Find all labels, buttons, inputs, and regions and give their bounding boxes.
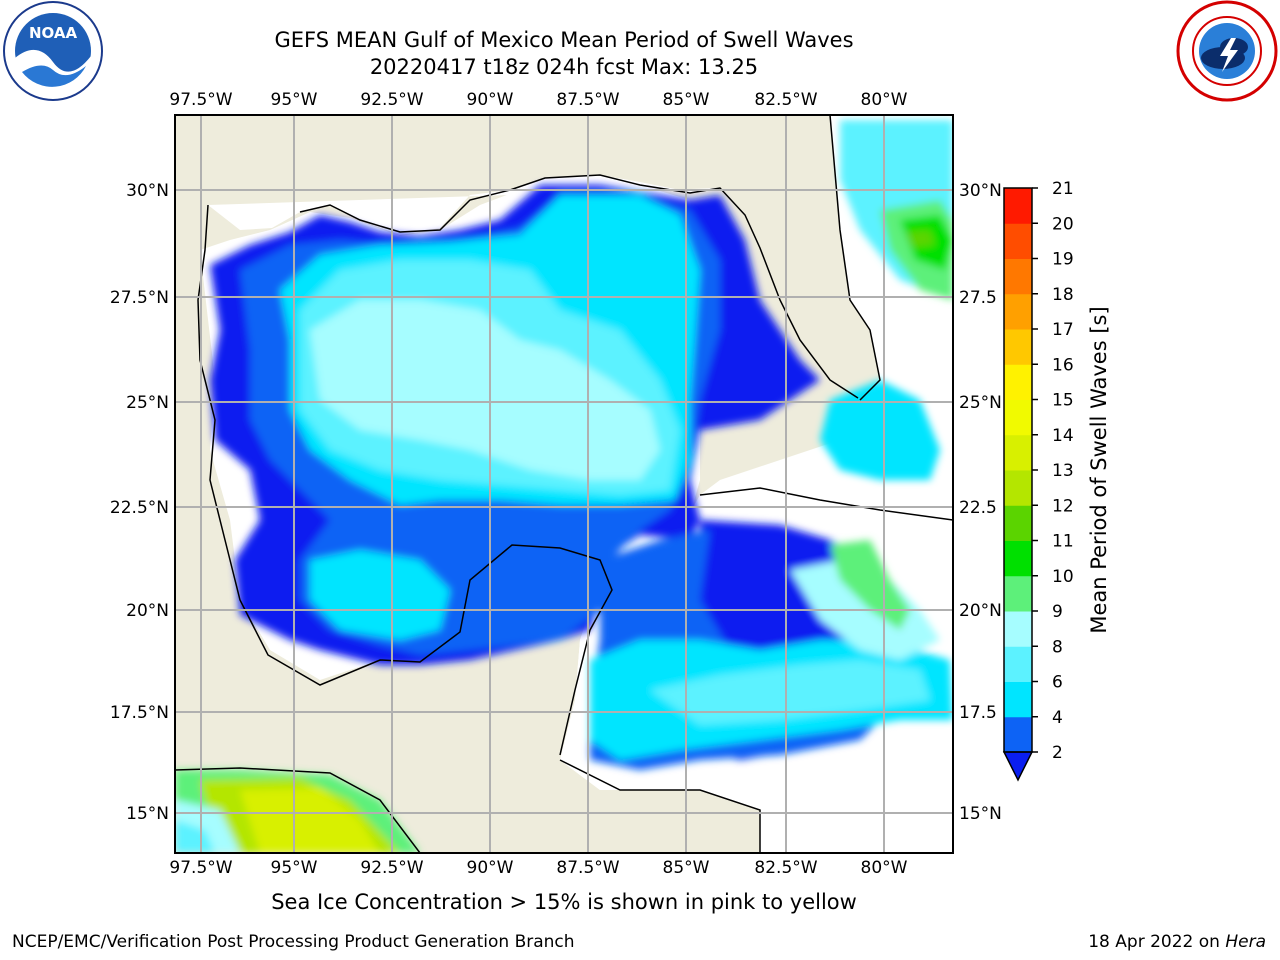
colorbar-tick-label: 21 — [1052, 179, 1074, 199]
colorbar-tick-label: 6 — [1052, 673, 1063, 693]
lat-tick-right: 15°N — [959, 804, 1002, 824]
footer-date-text: 18 Apr 2022 on — [1088, 932, 1226, 952]
colorbar-tick-label: 18 — [1052, 285, 1074, 305]
colorbar-segment — [1004, 223, 1032, 259]
coastlines — [175, 115, 953, 853]
colorbar-tick-label: 13 — [1052, 461, 1074, 481]
colorbar-tick-label: 16 — [1052, 355, 1074, 375]
footer-date: 18 Apr 2022 on Hera — [1088, 932, 1266, 952]
lon-tick-bottom: 85°W — [663, 858, 710, 878]
colorbar-segment — [1004, 540, 1032, 577]
lon-tick-top: 80°W — [861, 90, 908, 110]
colorbar-segment — [1004, 329, 1032, 365]
lon-tick-top: 82.5°W — [754, 90, 817, 110]
colorbar-tick-label: 9 — [1052, 602, 1063, 622]
colorbar-segment — [1004, 293, 1032, 330]
lon-tick-top: 87.5°W — [556, 90, 619, 110]
swell-contour-8to9 — [310, 300, 660, 480]
map-gridlines — [175, 115, 953, 853]
colorbar-tick-label: 19 — [1052, 250, 1074, 270]
colorbar-tick-label: 10 — [1052, 567, 1074, 587]
swell-contour-11to12-atlantic — [905, 230, 935, 248]
lon-tick-top: 85°W — [663, 90, 710, 110]
map-frame — [174, 114, 954, 854]
colorbar-tick-label: 2 — [1052, 743, 1063, 763]
colorbar-segment — [1004, 470, 1032, 506]
lon-tick-bottom: 87.5°W — [556, 858, 619, 878]
lat-tick-right: 25°N — [959, 393, 1002, 413]
map-panel — [175, 115, 953, 853]
lon-tick-bottom: 82.5°W — [754, 858, 817, 878]
noaa-logo: NOAA — [3, 1, 103, 101]
colorbar-segment — [1004, 364, 1032, 400]
footer-host: Hera — [1225, 932, 1266, 952]
lat-tick-right: 22.5 — [959, 498, 997, 518]
lat-tick-left: 27.5°N — [110, 288, 169, 308]
lat-tick-left: 22.5°N — [110, 498, 169, 518]
lon-tick-bottom: 92.5°W — [360, 858, 423, 878]
colorbar-segment — [1004, 399, 1032, 436]
lat-tick-left: 17.5°N — [110, 703, 169, 723]
swell-pacific-13to14 — [240, 788, 380, 853]
colorbar-segment — [1004, 716, 1032, 753]
swell-contour-4to6-south — [310, 550, 450, 640]
lat-tick-right: 30°N — [959, 181, 1002, 201]
colorbar: 2 4 6 8 9 10 11 12 13 14 15 16 17 18 19 20 21 — [1002, 179, 1074, 782]
swell-contour-9to10-caribbean — [830, 540, 910, 630]
lat-tick-right: 20°N — [959, 601, 1002, 621]
swell-pacific-2to4 — [175, 820, 215, 853]
footer-credit: NCEP/EMC/Verification Post Processing Pr… — [12, 932, 575, 952]
colorbar-segment — [1004, 611, 1032, 647]
map-tick-labels: 97.5°W 97.5°W 95°W 95°W 92.5°W 92.5°W 90°W 90°W… — [110, 90, 1002, 878]
chart-subtitle: 20220417 t18z 024h fcst Max: 13.25 — [369, 55, 759, 79]
lon-tick-bottom: 90°W — [467, 858, 514, 878]
nws-logo — [1176, 0, 1278, 102]
colorbar-tick-label: 17 — [1052, 320, 1074, 340]
lon-tick-top: 92.5°W — [360, 90, 423, 110]
lon-tick-top: 95°W — [271, 90, 318, 110]
chart-title: GEFS MEAN Gulf of Mexico Mean Period of … — [274, 28, 854, 52]
lat-tick-left: 20°N — [126, 601, 169, 621]
colorbar-segment — [1004, 575, 1032, 612]
colorbar-segment — [1004, 258, 1032, 295]
noaa-logo-text: NOAA — [29, 24, 78, 42]
lon-tick-bottom: 97.5°W — [169, 858, 232, 878]
colorbar-tick-label: 14 — [1052, 426, 1074, 446]
colorbar-tick-label: 12 — [1052, 496, 1074, 516]
swell-contour-4to6-florida — [820, 380, 940, 480]
colorbar-segment — [1004, 434, 1032, 471]
lat-tick-left: 15°N — [126, 804, 169, 824]
colorbar-tick-label: 8 — [1052, 637, 1063, 657]
colorbar-tick-label: 15 — [1052, 391, 1074, 411]
colorbar-segment — [1004, 646, 1032, 682]
colorbar-segment — [1004, 188, 1032, 224]
sea-ice-note: Sea Ice Concentration > 15% is shown in … — [271, 890, 857, 914]
lat-tick-left: 25°N — [126, 393, 169, 413]
lon-tick-bottom: 80°W — [861, 858, 908, 878]
colorbar-tick-label: 11 — [1052, 532, 1074, 552]
lat-tick-right: 17.5 — [959, 703, 997, 723]
colorbar-tick-label: 20 — [1052, 214, 1074, 234]
lat-tick-left: 30°N — [126, 181, 169, 201]
colorbar-segment — [1004, 505, 1032, 541]
lon-tick-bottom: 95°W — [271, 858, 318, 878]
swell-contour-6to8-caribbean — [650, 660, 930, 725]
swell-field — [175, 120, 953, 853]
lon-tick-top: 97.5°W — [169, 90, 232, 110]
colorbar-under-triangle — [1002, 751, 1034, 782]
colorbar-label: Mean Period of Swell Waves [s] — [1087, 306, 1111, 633]
lon-tick-top: 90°W — [467, 90, 514, 110]
colorbar-segment — [1004, 681, 1032, 718]
lat-tick-right: 27.5 — [959, 288, 997, 308]
colorbar-tick-label: 4 — [1052, 708, 1063, 728]
